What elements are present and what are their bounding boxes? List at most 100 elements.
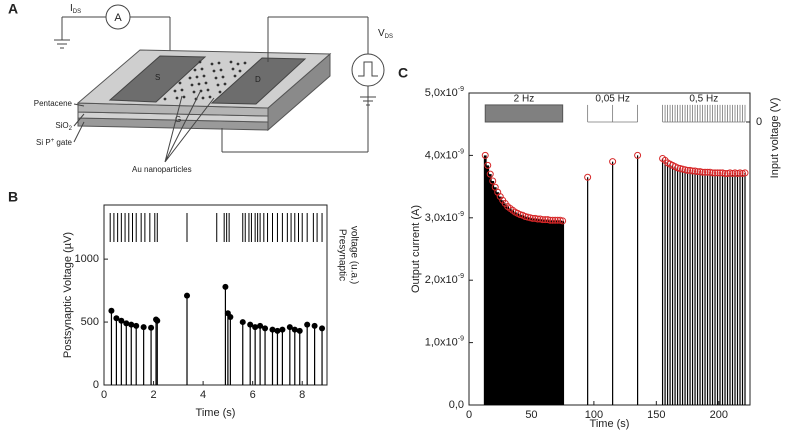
voltage-label: VDS bbox=[378, 28, 393, 40]
nanoparticle bbox=[212, 69, 216, 73]
stem bbox=[516, 213, 520, 405]
peak-marker bbox=[133, 322, 140, 329]
peak-marker bbox=[257, 322, 264, 329]
nanoparticle bbox=[206, 88, 210, 92]
peak-marker bbox=[304, 321, 311, 328]
pointer bbox=[73, 103, 85, 143]
peak-marker bbox=[262, 325, 269, 332]
layer-label-text: SiO bbox=[55, 121, 68, 130]
layer-label: Si P+ gate bbox=[36, 138, 73, 148]
pointer bbox=[164, 91, 215, 163]
layer-label-subscript: 2 bbox=[69, 126, 73, 132]
nanoparticle bbox=[178, 81, 182, 85]
nanoparticle bbox=[193, 68, 197, 72]
x-tick-label: 0 bbox=[466, 409, 472, 421]
nanoparticle bbox=[231, 67, 235, 71]
peak-marker bbox=[123, 320, 130, 327]
y-tick-label: 0,0 bbox=[449, 399, 464, 411]
peak-marker bbox=[486, 170, 494, 178]
nanoparticle bbox=[223, 82, 227, 86]
layer-label: Pentacene bbox=[34, 99, 73, 108]
current-subscript: DS bbox=[73, 9, 81, 15]
peak-marker bbox=[269, 326, 276, 333]
peak-marker bbox=[311, 322, 318, 329]
y-tick-label-text: 3,0x10 bbox=[425, 212, 458, 224]
stem bbox=[543, 219, 547, 405]
y-tick-label-text: 2,0x10 bbox=[425, 274, 458, 286]
gate-label: G bbox=[175, 115, 181, 124]
peak-marker bbox=[247, 321, 254, 328]
nanoparticle bbox=[233, 74, 237, 78]
layer-label-superscript: + bbox=[51, 138, 55, 144]
x-tick-label: 100 bbox=[585, 409, 603, 421]
stem bbox=[486, 165, 490, 405]
y-tick-label: 0 bbox=[93, 379, 99, 391]
layer-label: SiO2 bbox=[55, 121, 72, 131]
peak-marker bbox=[534, 215, 542, 223]
peak-marker bbox=[689, 167, 697, 175]
stem bbox=[546, 219, 550, 405]
stem bbox=[536, 219, 540, 405]
nanoparticle bbox=[163, 97, 167, 101]
peak-marker bbox=[319, 325, 326, 332]
nanoparticle bbox=[214, 76, 218, 80]
plot-frame bbox=[103, 204, 328, 386]
peak-marker bbox=[484, 161, 492, 169]
peak-marker bbox=[541, 216, 549, 224]
y-tick-label-text: 0,0 bbox=[449, 399, 464, 411]
voltage-symbol: V bbox=[378, 28, 385, 39]
nanoparticle bbox=[202, 74, 206, 78]
stem bbox=[541, 219, 545, 405]
voltage-source bbox=[351, 53, 385, 87]
stem bbox=[483, 155, 487, 405]
y-axis-label: Output current (A) bbox=[410, 205, 422, 293]
y-tick-label: 3,0x10-9 bbox=[425, 211, 464, 224]
ammeter bbox=[105, 4, 131, 30]
stem bbox=[521, 215, 525, 405]
peak-marker bbox=[227, 314, 234, 321]
stem bbox=[508, 208, 512, 405]
voltage-subscript: DS bbox=[385, 34, 393, 40]
stem bbox=[498, 196, 502, 405]
x-tick-label: 50 bbox=[525, 409, 537, 421]
x-tick-label: 200 bbox=[710, 409, 728, 421]
peak-marker bbox=[721, 169, 729, 177]
y-tick-label-text: 4,0x10 bbox=[425, 149, 458, 161]
stem bbox=[513, 212, 517, 405]
stem bbox=[501, 200, 505, 405]
stem bbox=[548, 220, 552, 405]
y2-axis-label: voltage (u.a.) bbox=[348, 226, 359, 284]
peak-marker bbox=[148, 324, 155, 331]
peak-marker bbox=[239, 319, 246, 326]
stem bbox=[506, 206, 510, 405]
y-tick-label: 4,0x10-9 bbox=[425, 148, 464, 161]
nanoparticle bbox=[201, 96, 205, 100]
nanoparticle bbox=[175, 96, 179, 100]
peak-marker bbox=[296, 327, 303, 334]
stem bbox=[523, 216, 527, 405]
peak-marker bbox=[684, 166, 692, 174]
peak-marker bbox=[609, 158, 617, 166]
x-tick-label: 0 bbox=[101, 389, 107, 401]
current-symbol: I bbox=[70, 3, 73, 14]
peak-marker bbox=[716, 169, 724, 177]
peak-marker bbox=[709, 169, 717, 177]
peak-marker bbox=[711, 169, 719, 177]
chart: C0,01,0x10-92,0x10-93,0x10-94,0x10-95,0x… bbox=[398, 65, 781, 430]
peak-marker bbox=[539, 216, 547, 224]
source-label: S bbox=[155, 73, 160, 82]
stem bbox=[531, 218, 535, 405]
y2-axis-label: Input voltage (V) bbox=[769, 98, 781, 179]
peak-marker bbox=[546, 216, 554, 224]
layer-label-text: Si P bbox=[36, 138, 51, 147]
input-label: 0,5 Hz bbox=[689, 94, 718, 105]
current-label: IDS bbox=[70, 3, 81, 15]
peak-marker bbox=[481, 151, 489, 159]
peak-marker bbox=[154, 317, 161, 324]
x-tick-label: 6 bbox=[250, 389, 256, 401]
y-axis-label: Postsynaptic Voltage (µV) bbox=[62, 232, 74, 358]
peak-marker bbox=[554, 216, 562, 224]
input-label: 0,05 Hz bbox=[595, 94, 629, 105]
peak-marker bbox=[584, 173, 592, 181]
